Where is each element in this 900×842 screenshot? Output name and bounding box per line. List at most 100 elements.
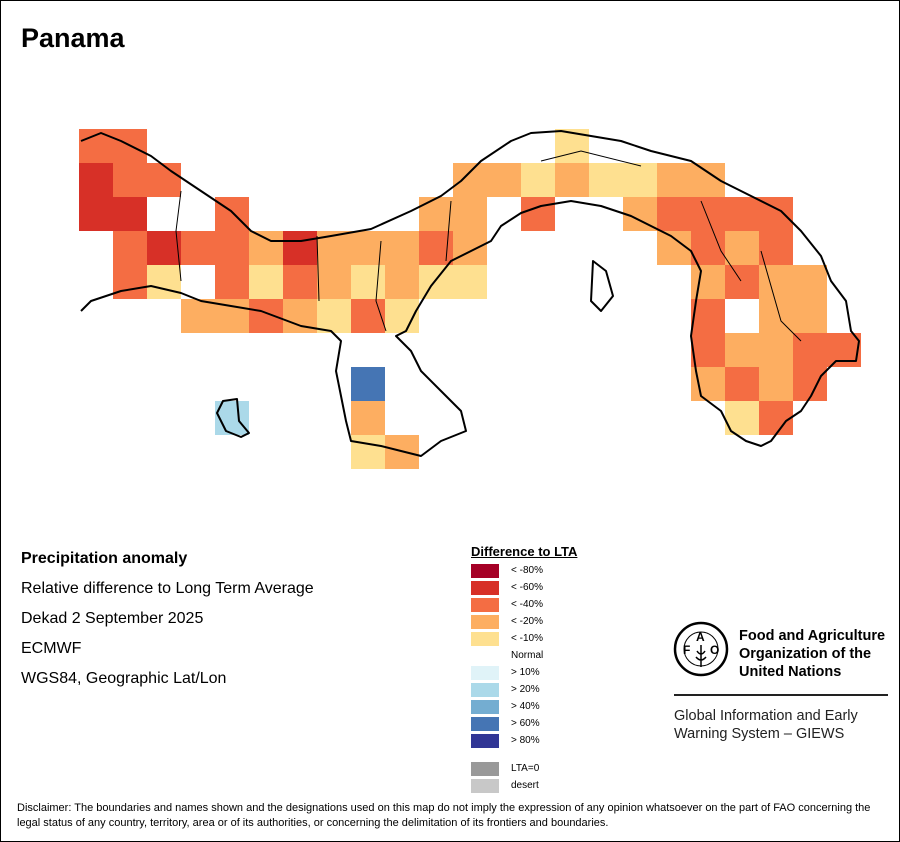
anomaly-cell — [657, 231, 691, 265]
legend-label: Normal — [511, 650, 544, 661]
anomaly-cell — [147, 163, 181, 197]
svg-text:F: F — [683, 643, 690, 657]
legend-label: > 40% — [511, 701, 540, 712]
legend-title: Difference to LTA — [471, 544, 578, 559]
legend-swatch — [471, 598, 499, 612]
anomaly-cell — [249, 231, 283, 265]
anomaly-cell — [623, 163, 657, 197]
giews-line: Warning System – GIEWS — [674, 726, 845, 742]
legend-swatch — [471, 734, 499, 748]
info-line: Relative difference to Long Term Average — [21, 580, 314, 597]
anomaly-cell — [181, 299, 215, 333]
anomaly-cell — [759, 367, 793, 401]
info-heading: Precipitation anomaly — [21, 550, 188, 567]
anomaly-cell — [691, 333, 725, 367]
anomaly-cell — [79, 197, 113, 231]
giews-line: Global Information and Early — [674, 708, 858, 724]
province-boundary — [175, 150, 802, 342]
anomaly-cell — [657, 163, 691, 197]
anomaly-cell — [113, 231, 147, 265]
anomaly-cell — [691, 265, 725, 299]
legend-label: < -80% — [511, 565, 543, 576]
anomaly-cell — [521, 197, 555, 231]
anomaly-cell — [113, 197, 147, 231]
legend-label: desert — [511, 780, 539, 791]
anomaly-cell — [759, 401, 793, 435]
anomaly-cell — [487, 163, 521, 197]
legend-label: LTA=0 — [511, 763, 540, 774]
anomaly-cell — [249, 265, 283, 299]
anomaly-cell — [793, 367, 827, 401]
anomaly-cell — [249, 299, 283, 333]
panama-coastline — [80, 130, 860, 457]
info-line: Dekad 2 September 2025 — [21, 610, 204, 627]
anomaly-cell — [79, 163, 113, 197]
anomaly-cell — [181, 231, 215, 265]
anomaly-cell — [793, 265, 827, 299]
legend-swatch — [471, 581, 499, 595]
anomaly-cell — [725, 367, 759, 401]
anomaly-cell — [759, 333, 793, 367]
anomaly-cell — [555, 163, 589, 197]
legend-label: < -60% — [511, 582, 543, 593]
anomaly-cell — [283, 231, 317, 265]
anomaly-cell — [589, 163, 623, 197]
disclaimer: Disclaimer: The boundaries and names sho… — [17, 802, 871, 829]
anomaly-cell — [725, 197, 759, 231]
anomaly-cell — [147, 265, 181, 299]
map-title: Panama — [21, 23, 125, 53]
anomaly-cell — [113, 265, 147, 299]
anomaly-cell — [691, 197, 725, 231]
anomaly-grid — [79, 129, 861, 469]
anomaly-cell — [351, 367, 385, 401]
anomaly-cell — [725, 265, 759, 299]
legend-swatch — [471, 564, 499, 578]
fao-name-line: United Nations — [739, 664, 842, 680]
anomaly-cell — [657, 197, 691, 231]
legend-swatch — [471, 762, 499, 776]
legend-label: > 60% — [511, 718, 540, 729]
anomaly-cell — [351, 265, 385, 299]
fao-name-line: Food and Agriculture — [739, 628, 886, 644]
fao-logo-icon: F A O — [673, 621, 729, 677]
anomaly-cell — [521, 163, 555, 197]
anomaly-cell — [759, 265, 793, 299]
legend-swatch — [471, 666, 499, 680]
anomaly-cell — [215, 231, 249, 265]
legend-label: < -20% — [511, 616, 543, 627]
anomaly-cell — [725, 333, 759, 367]
anomaly-cell — [351, 401, 385, 435]
info-line: ECMWF — [21, 640, 82, 657]
anomaly-cell — [317, 299, 351, 333]
anomaly-cell — [793, 299, 827, 333]
legend-label: > 80% — [511, 735, 540, 746]
precipitation-anomaly-map — [79, 129, 861, 469]
coiba-island — [216, 398, 250, 438]
legend-swatch — [471, 717, 499, 731]
svg-text:A: A — [696, 630, 705, 644]
fao-name: Food and Agriculture Organization of the… — [739, 627, 885, 681]
legend-label: < -40% — [511, 599, 543, 610]
anomaly-cell — [215, 265, 249, 299]
anomaly-cell — [317, 265, 351, 299]
giews-name: Global Information and Early Warning Sys… — [674, 707, 858, 743]
legend-label: < -10% — [511, 633, 543, 644]
anomaly-cell — [147, 231, 181, 265]
anomaly-cell — [691, 299, 725, 333]
anomaly-cell — [351, 299, 385, 333]
anomaly-cell — [453, 197, 487, 231]
anomaly-cell — [453, 265, 487, 299]
anomaly-cell — [453, 163, 487, 197]
anomaly-cell — [351, 435, 385, 469]
anomaly-cell — [759, 231, 793, 265]
anomaly-cell — [419, 197, 453, 231]
anomaly-cell — [385, 265, 419, 299]
legend-swatch — [471, 700, 499, 714]
anomaly-cell — [215, 197, 249, 231]
anomaly-cell — [385, 231, 419, 265]
legend-swatch — [471, 615, 499, 629]
divider — [674, 694, 888, 696]
pearl-islands — [590, 260, 614, 312]
fao-name-line: Organization of the — [739, 646, 872, 662]
